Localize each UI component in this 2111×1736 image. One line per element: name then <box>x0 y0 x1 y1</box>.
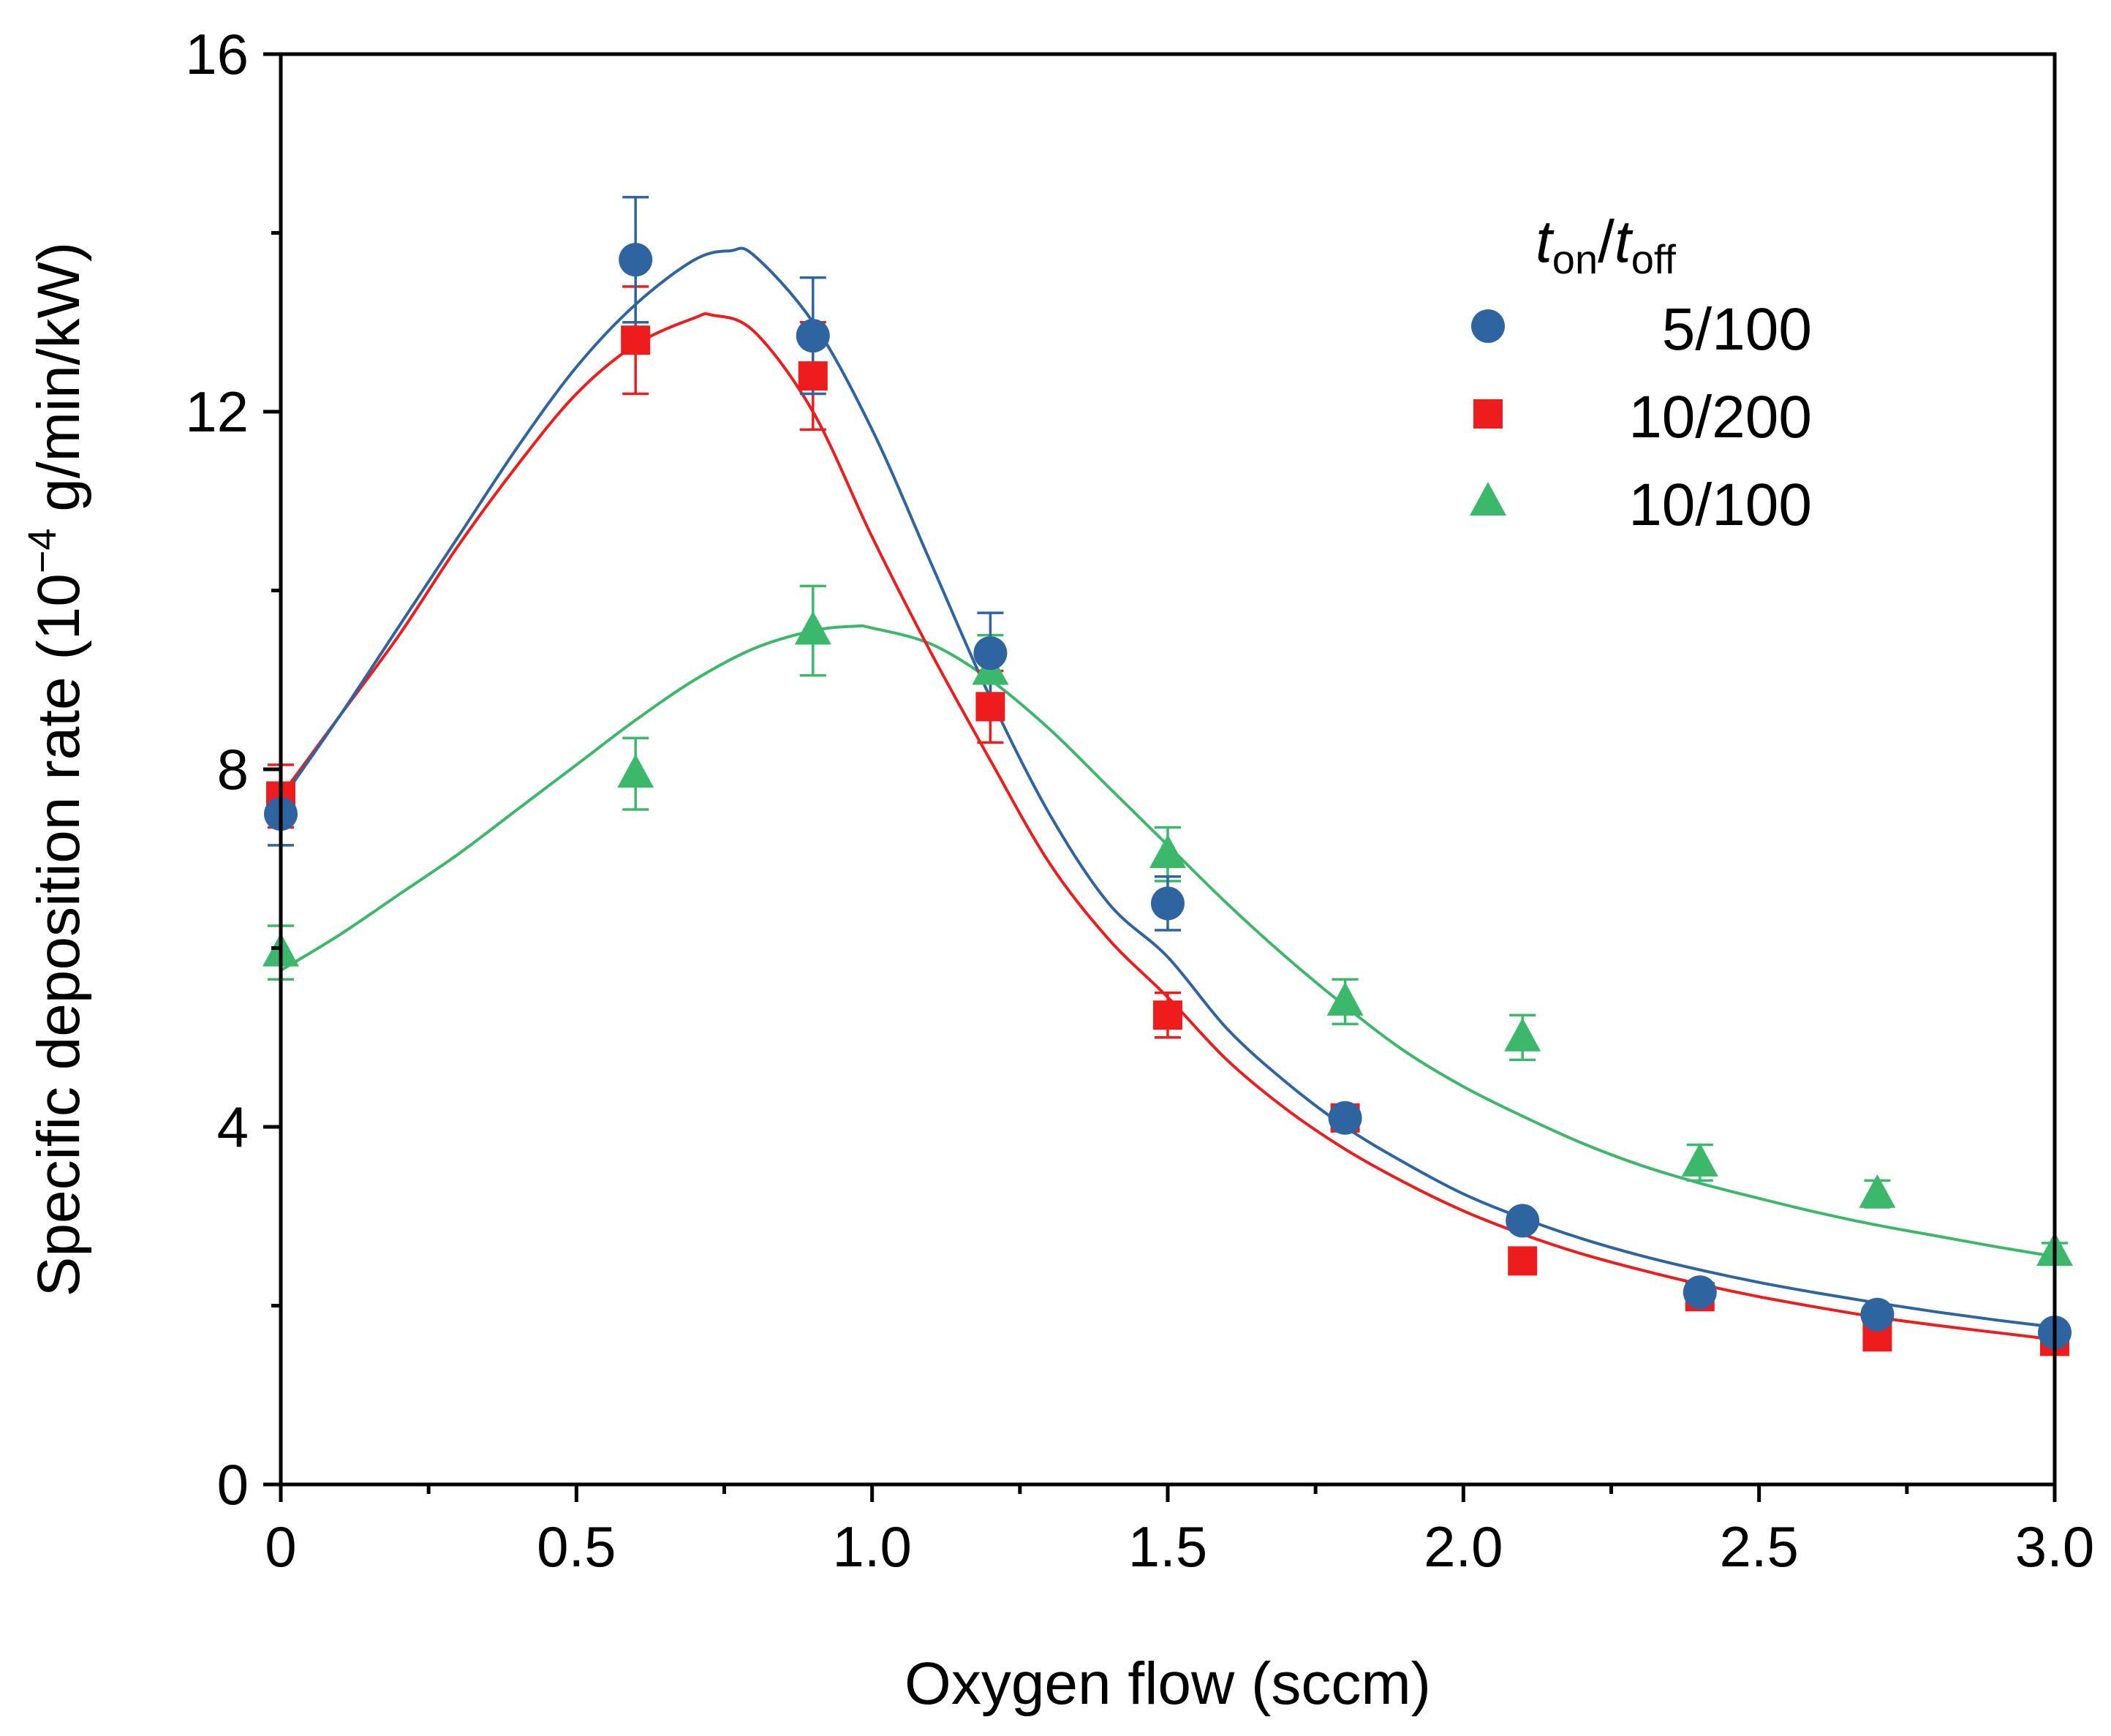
axes <box>279 52 2057 1487</box>
y-tick-label: 0 <box>217 1452 249 1517</box>
data-point-circle <box>619 243 653 277</box>
data-point-square <box>1508 1246 1538 1276</box>
data-point-circle <box>1151 886 1185 921</box>
x-tick-label: 1.5 <box>1128 1514 1207 1579</box>
data-point-circle <box>796 319 830 353</box>
data-point-triangle <box>1504 1017 1541 1052</box>
x-tick-label: 0.5 <box>537 1514 616 1579</box>
x-tick-label: 2.5 <box>1719 1514 1798 1579</box>
data-point-circle <box>1328 1101 1362 1135</box>
data-point-triangle <box>1326 981 1364 1016</box>
legend-title-slash: / <box>1598 208 1615 275</box>
data-point-triangle <box>794 611 831 645</box>
data-point-triangle <box>1681 1142 1718 1177</box>
y-axis-title: Specific deposition rate (10−4 g/min/kW) <box>20 242 92 1297</box>
legend-label-triangle: 10/100 <box>1628 472 1812 538</box>
x-tick-label: 1.0 <box>832 1514 911 1579</box>
y-tick-label: 16 <box>185 22 249 86</box>
y-axis-title-prefix: Specific deposition rate (10 <box>26 573 92 1297</box>
x-tick-label: 0 <box>265 1514 296 1579</box>
y-axis-title-exponent: −4 <box>20 529 64 574</box>
fit-curve-circle <box>281 246 2055 1329</box>
data-point-triangle <box>617 754 654 788</box>
y-tick-label: 12 <box>185 380 249 444</box>
data-point-square <box>975 692 1005 722</box>
y-tick-label: 4 <box>217 1095 249 1159</box>
ticks: 0 0.5 1.0 1.5 2.0 2.5 3.0 0 4 8 12 16 <box>185 22 2094 1579</box>
legend-label-square: 10/200 <box>1628 384 1812 450</box>
data-point-circle <box>1860 1297 1895 1332</box>
fit-curves <box>281 246 2055 1341</box>
legend-marker-square <box>1473 399 1503 429</box>
x-tick-label: 3.0 <box>2015 1514 2094 1579</box>
legend-label-circle: 5/100 <box>1662 296 1812 363</box>
data-point-circle <box>1683 1275 1717 1310</box>
data-point-triangle <box>1149 834 1186 869</box>
fit-curve-square <box>281 312 2055 1341</box>
plot-frame <box>279 52 2057 1487</box>
x-axis-title: Oxygen flow (sccm) <box>905 1650 1431 1717</box>
y-tick-label: 8 <box>217 737 249 801</box>
legend-title-sub-on: on <box>1552 236 1598 282</box>
x-tick-label: 2.0 <box>1424 1514 1503 1579</box>
legend-marker-circle <box>1471 309 1505 343</box>
y-axis-title-suffix: g/min/kW) <box>26 242 92 529</box>
data-point-square <box>621 325 651 355</box>
legend-title-t-on: t <box>1536 208 1555 275</box>
legend-title: ton/toff <box>1536 208 1676 282</box>
data-point-triangle <box>1859 1174 1896 1208</box>
legend-marker-triangle <box>1470 482 1506 516</box>
legend-title-t-off: t <box>1615 208 1634 275</box>
legend-title-sub-off: off <box>1631 236 1677 282</box>
data-point-square <box>1153 1000 1182 1030</box>
fit-curve-triangle <box>281 624 2055 1258</box>
data-point-circle <box>973 636 1008 671</box>
data-point-circle <box>1506 1204 1540 1238</box>
data-point-square <box>798 361 828 391</box>
